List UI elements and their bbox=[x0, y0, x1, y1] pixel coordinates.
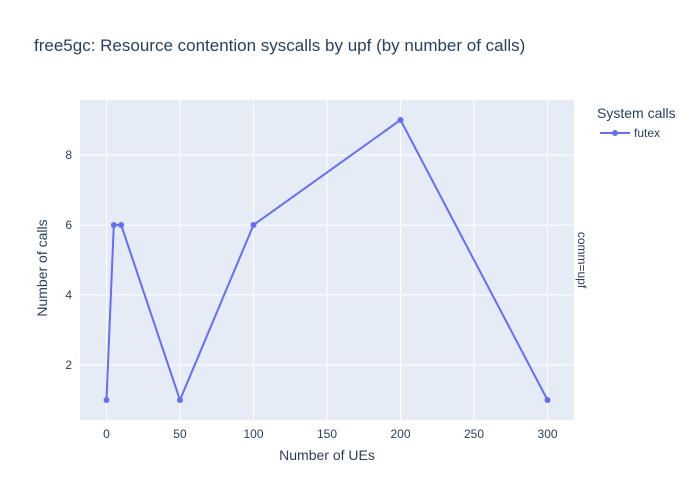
y-tick-label: 6 bbox=[65, 218, 72, 232]
data-point bbox=[118, 221, 125, 228]
legend-item-label: futex bbox=[634, 126, 660, 140]
x-tick-label: 0 bbox=[103, 427, 110, 441]
data-point bbox=[110, 221, 117, 228]
chart-title: free5gc: Resource contention syscalls by… bbox=[34, 36, 525, 55]
legend-swatch-marker bbox=[612, 130, 618, 136]
x-tick-label: 150 bbox=[317, 427, 337, 441]
y-axis-title: Number of calls bbox=[34, 219, 50, 316]
x-tick-label: 300 bbox=[538, 427, 558, 441]
data-point bbox=[544, 397, 551, 404]
legend-items: futex bbox=[600, 126, 660, 140]
data-point bbox=[250, 221, 257, 228]
legend-title: System calls bbox=[597, 105, 676, 121]
x-axis-title: Number of UEs bbox=[279, 447, 375, 463]
x-tick-label: 250 bbox=[464, 427, 484, 441]
x-axis-ticks: 0 50 100 150 200 250 300 bbox=[103, 427, 558, 441]
y-axis-ticks: 2 4 6 8 bbox=[65, 148, 72, 372]
grid-lines bbox=[80, 100, 574, 420]
x-tick-label: 100 bbox=[243, 427, 263, 441]
y-tick-label: 4 bbox=[65, 288, 72, 302]
data-point bbox=[103, 397, 110, 404]
data-point bbox=[397, 116, 404, 123]
x-tick-label: 200 bbox=[390, 427, 410, 441]
y-tick-label: 2 bbox=[65, 358, 72, 372]
data-point bbox=[176, 397, 183, 404]
facet-label: comm=upf bbox=[575, 232, 589, 289]
y-tick-label: 8 bbox=[65, 148, 72, 162]
legend: System calls futex bbox=[597, 105, 676, 140]
series-layer bbox=[103, 116, 551, 404]
x-tick-label: 50 bbox=[173, 427, 187, 441]
